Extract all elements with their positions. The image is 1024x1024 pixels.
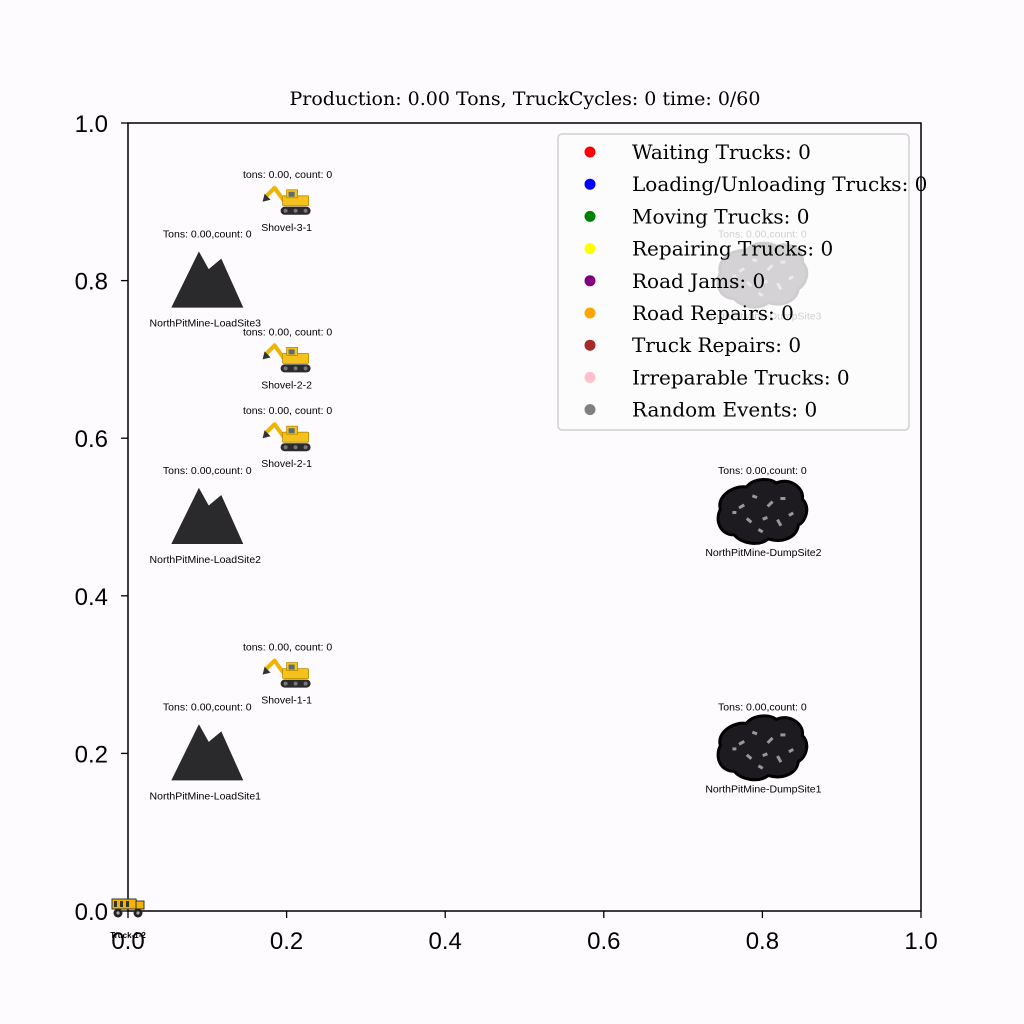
shovel-name: Shovel-2-2 [261,379,312,391]
y-tick-label: 0.0 [75,899,108,926]
legend-label: Road Jams: 0 [632,269,765,293]
load-site-stats: Tons: 0.00,count: 0 [163,229,252,241]
x-tick-label: 0.2 [270,928,303,955]
load-site-stats: Tons: 0.00,count: 0 [163,465,252,477]
legend: Waiting Trucks: 0 Loading/Unloading Truck… [557,133,927,431]
dump-pile-icon [716,714,809,782]
y-tick-label: 0.6 [75,426,108,453]
load-site: Tons: 0.00,count: 0 NorthPitMine-LoadSite… [150,465,262,566]
shovel-stats: tons: 0.00, count: 0 [243,405,332,417]
x-tick-label: 0.4 [429,928,462,955]
y-tick-label: 1.0 [75,111,108,138]
x-tick-label: 0.8 [746,928,779,955]
dump-site-stats: Tons: 0.00,count: 0 [718,465,807,477]
dump-pile-icon [716,478,809,545]
legend-box [557,133,910,431]
legend-label: Road Repairs: 0 [632,301,794,325]
legend-marker [584,404,596,416]
load-site: Tons: 0.00,count: 0 NorthPitMine-LoadSite… [150,229,262,330]
y-tick-label: 0.8 [75,269,108,296]
legend-marker [584,210,596,222]
legend-label: Moving Trucks: 0 [632,204,809,228]
legend-label: Waiting Trucks: 0 [632,140,811,164]
legend-label: Random Events: 0 [632,398,817,422]
y-tick-label: 0.2 [75,741,108,768]
truck-name: Truck-1-2 [110,931,146,940]
shovel-name: Shovel-3-1 [261,222,312,234]
shovel-stats: tons: 0.00, count: 0 [243,326,332,338]
dump-site-name: NorthPitMine-DumpSite1 [705,783,821,795]
dump-site: Tons: 0.00,count: 0 NorthPitMine-DumpSite… [705,701,821,795]
shovel-name: Shovel-2-1 [261,458,312,470]
shovel: tons: 0.00, count: 0 Shovel-2-1 [243,405,332,470]
load-site-name: NorthPitMine-LoadSite2 [150,554,262,566]
shovel: tons: 0.00, count: 0 Shovel-1-1 [243,642,332,707]
axis-ticks: 0.0 0.2 0.4 0.6 0.8 1.0 0.0 0.2 0.4 0.6 0.8 1.0 [75,111,938,955]
shovel-name: Shovel-1-1 [261,695,312,707]
x-tick-label: 1.0 [904,928,937,955]
legend-marker [584,275,596,287]
load-site-stats: Tons: 0.00,count: 0 [163,701,252,713]
load-site-name: NorthPitMine-LoadSite1 [150,790,262,802]
load-site: Tons: 0.00,count: 0 NorthPitMine-LoadSite… [150,701,262,802]
shovel: tons: 0.00, count: 0 Shovel-2-2 [243,326,332,391]
legend-label: Truck Repairs: 0 [632,333,801,357]
legend-marker [584,146,596,158]
legend-marker [584,307,596,319]
legend-marker [584,178,596,190]
shovel: tons: 0.00, count: 0 Shovel-3-1 [243,169,332,234]
dump-site: Tons: 0.00,count: 0 NorthPitMine-DumpSite… [705,465,821,559]
legend-label: Loading/Unloading Trucks: 0 [632,172,927,196]
x-tick-label: 0.6 [587,928,620,955]
dump-site-stats: Tons: 0.00,count: 0 [718,701,807,713]
legend-marker [584,339,596,351]
y-tick-label: 0.4 [75,584,108,611]
shovel-stats: tons: 0.00, count: 0 [243,642,332,654]
truck: Truck-1-2 [110,898,146,940]
legend-label: Irreparable Trucks: 0 [632,365,850,389]
dump-site-name: NorthPitMine-DumpSite2 [705,547,821,559]
x-tick-label: 0.0 [111,928,144,955]
load-site-name: NorthPitMine-LoadSite3 [150,318,262,330]
chart-title: Production: 0.00 Tons, TruckCycles: 0 ti… [289,88,760,110]
legend-label: Repairing Trucks: 0 [632,237,833,261]
shovel-stats: tons: 0.00, count: 0 [243,169,332,181]
legend-marker [584,371,596,383]
legend-marker [584,243,596,255]
